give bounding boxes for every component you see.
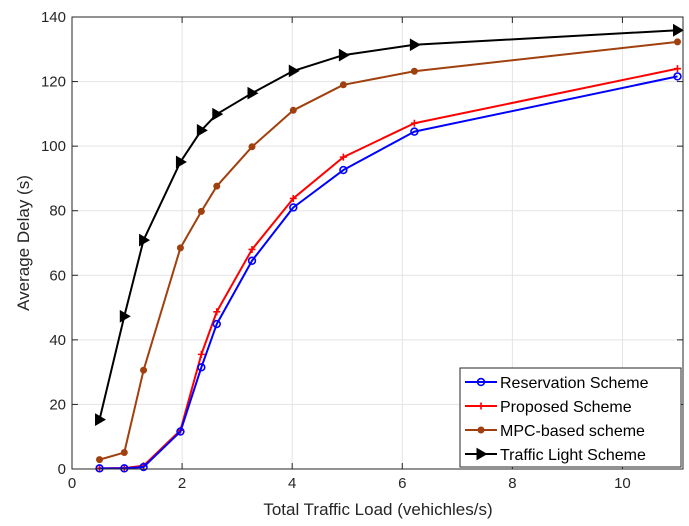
data-point xyxy=(288,64,300,78)
legend-label: MPC-based scheme xyxy=(500,423,645,440)
data-point xyxy=(197,350,205,358)
x-axis-label: Total Traffic Load (vehichles/s) xyxy=(263,500,492,519)
data-point xyxy=(176,244,184,252)
series-reservation-scheme xyxy=(95,72,682,473)
series-line xyxy=(99,75,678,470)
data-point xyxy=(476,447,488,461)
y-tick-label: 20 xyxy=(49,396,66,413)
data-point xyxy=(196,123,208,137)
legend: Reservation Scheme Proposed Scheme MPC-bas… xyxy=(459,367,682,468)
x-tick-label: 8 xyxy=(508,475,516,492)
data-point xyxy=(289,194,297,202)
x-tick-label: 6 xyxy=(398,475,406,492)
data-point xyxy=(120,464,129,473)
y-tick-label: 60 xyxy=(49,267,66,284)
data-point xyxy=(213,182,221,190)
x-tick-label: 0 xyxy=(68,475,76,492)
legend-label: Reservation Scheme xyxy=(500,375,649,392)
series-traffic-light-scheme xyxy=(95,23,684,426)
data-point xyxy=(212,319,221,329)
y-axis-label: Average Delay (s) xyxy=(14,175,33,311)
data-point xyxy=(673,72,682,81)
axis-ticks xyxy=(71,16,683,470)
data-point xyxy=(339,153,347,161)
data-point xyxy=(248,143,256,151)
data-point xyxy=(213,308,221,316)
data-point xyxy=(95,413,107,426)
data-point xyxy=(95,464,104,473)
data-point xyxy=(410,119,418,127)
grid-lines xyxy=(72,17,683,469)
data-point xyxy=(410,67,418,75)
y-tick-label: 40 xyxy=(49,332,66,349)
plot-frame xyxy=(71,16,684,470)
data-point xyxy=(477,426,485,434)
legend-label: Proposed Scheme xyxy=(500,399,632,416)
data-point xyxy=(197,207,205,215)
legend-box xyxy=(459,367,682,468)
data-point xyxy=(96,456,104,464)
data-point xyxy=(119,309,131,323)
y-tick-label: 140 xyxy=(41,9,66,26)
data-point xyxy=(248,245,256,253)
data-point xyxy=(120,449,128,457)
data-point xyxy=(338,48,350,62)
data-point xyxy=(673,38,681,46)
data-point xyxy=(212,107,224,121)
data-point xyxy=(289,203,298,212)
y-tick-label: 0 xyxy=(58,461,66,478)
data-point xyxy=(197,363,206,372)
data-point xyxy=(672,23,684,37)
data-point xyxy=(289,106,297,114)
series-layer xyxy=(95,23,684,473)
x-tick-label: 4 xyxy=(288,475,296,492)
legend-label: Traffic Light Scheme xyxy=(500,447,646,464)
x-tick-label: 2 xyxy=(178,475,186,492)
legend-entry: Proposed Scheme xyxy=(465,399,632,416)
series-mpc-based-scheme xyxy=(96,38,681,464)
data-point xyxy=(476,377,486,387)
data-point xyxy=(410,127,419,136)
data-point xyxy=(140,366,148,374)
data-point xyxy=(247,256,257,265)
y-tick-label: 100 xyxy=(41,138,66,155)
data-point xyxy=(247,86,259,100)
x-tick-label: 10 xyxy=(614,475,631,492)
legend-entry: MPC-based scheme xyxy=(465,423,645,440)
data-point xyxy=(409,38,421,52)
data-point xyxy=(139,462,148,472)
data-point xyxy=(477,402,485,410)
data-point xyxy=(339,165,348,175)
data-point xyxy=(339,81,347,89)
y-tick-label: 120 xyxy=(41,74,66,91)
legend-entry: Reservation Scheme xyxy=(465,375,649,392)
legend-entry: Traffic Light Scheme xyxy=(465,447,646,464)
data-point xyxy=(175,155,187,169)
data-point xyxy=(673,65,681,73)
data-point xyxy=(139,233,151,247)
y-tick-label: 80 xyxy=(49,203,66,220)
data-point xyxy=(176,427,185,436)
